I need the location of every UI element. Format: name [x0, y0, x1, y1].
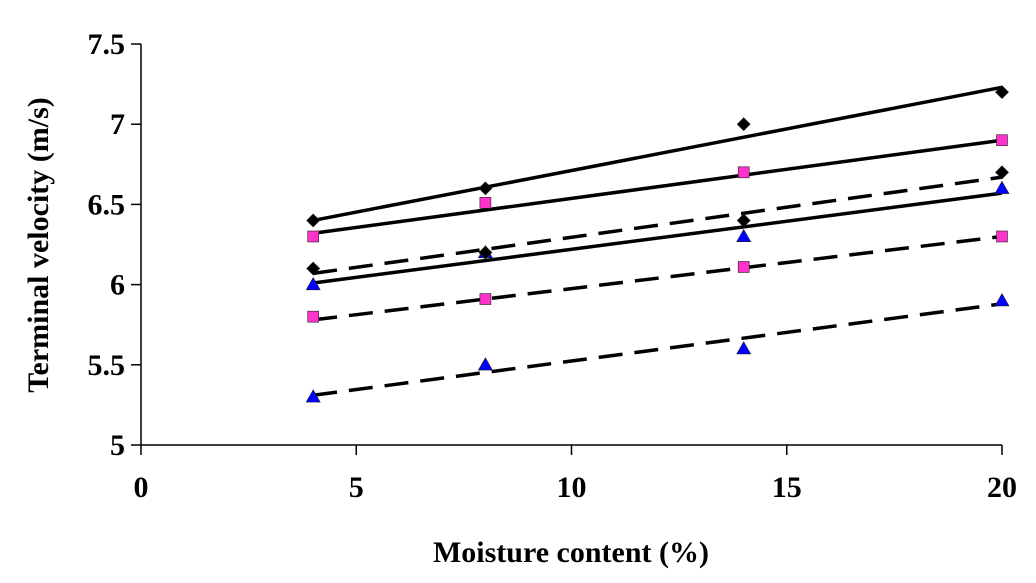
trendline-series-5	[312, 234, 1003, 322]
y-tick-label: 5	[110, 429, 125, 462]
y-tick-label: 5.5	[88, 349, 126, 382]
data-point-series-5	[996, 230, 1008, 243]
data-point-series-6	[736, 341, 752, 355]
trendline-series-1	[312, 85, 1003, 223]
trendline-series-6	[312, 302, 1003, 398]
data-point-series-4	[478, 245, 493, 260]
trendline-series-2	[312, 138, 1003, 236]
y-tick-label: 7	[110, 108, 125, 141]
y-axis-label: Terminal velocity (m/s)	[22, 97, 55, 393]
data-point-series-4	[306, 261, 321, 276]
data-point-series-3	[994, 180, 1010, 194]
data-point-series-2	[307, 230, 320, 243]
data-point-series-6	[305, 389, 321, 403]
trendlines	[312, 85, 1003, 398]
trendline-series-3	[312, 191, 1003, 285]
x-tick-label: 0	[134, 471, 149, 504]
axes: 55.566.577.50 5 10 15 20	[88, 28, 1018, 504]
data-point-series-4	[736, 213, 751, 228]
data-point-series-3	[736, 228, 752, 243]
y-tick-label: 6	[110, 269, 125, 302]
x-axis-label: Moisture content (%)	[433, 536, 709, 569]
data-point-series-1	[736, 117, 751, 132]
data-point-series-5	[479, 293, 492, 305]
x-tick-label: 5	[349, 471, 364, 504]
data-point-series-1	[306, 213, 321, 228]
y-tick-label: 7.5	[88, 28, 126, 61]
x-tick-label: 20	[987, 471, 1017, 504]
data-point-series-2	[737, 166, 750, 179]
data-point-series-1	[478, 181, 493, 196]
axis-labels: Moisture content (%) Terminal velocity (…	[22, 97, 709, 569]
data-point-series-2	[996, 134, 1008, 147]
data-point-series-6	[477, 357, 493, 371]
data-point-series-1	[995, 85, 1009, 100]
data-point-series-5	[737, 261, 750, 273]
x-tick-label: 10	[557, 471, 587, 504]
data-point-series-3	[305, 276, 321, 291]
markers	[305, 85, 1010, 403]
data-point-series-6	[994, 293, 1010, 307]
trendline-series-4	[312, 175, 1003, 276]
x-tick-label: 15	[772, 471, 802, 504]
data-point-series-2	[479, 196, 492, 209]
data-point-series-4	[995, 165, 1009, 180]
data-point-series-5	[307, 310, 320, 323]
y-tick-label: 6.5	[88, 188, 126, 221]
